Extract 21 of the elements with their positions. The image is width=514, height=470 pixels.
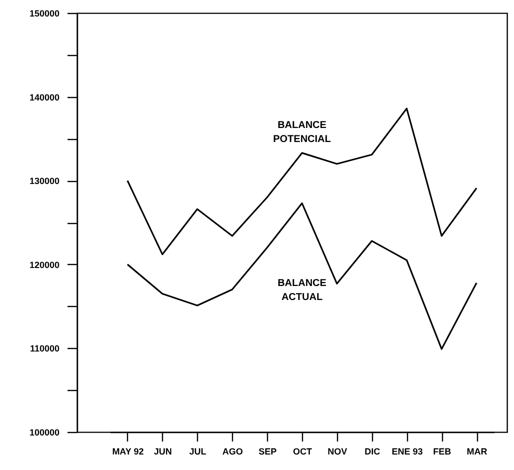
x-tick-label: DIC	[364, 446, 381, 456]
x-tick-label: ENE 93	[392, 446, 423, 456]
x-tick-label: JUN	[154, 446, 172, 456]
x-tick-label: NOV	[328, 446, 348, 456]
line-series	[126, 108, 478, 256]
y-tick-label: 130000	[29, 176, 60, 186]
y-tick-label: 100000	[29, 428, 60, 438]
x-tick-label: JUL	[189, 446, 207, 456]
line-series	[126, 202, 478, 350]
x-tick-label: OCT	[293, 446, 312, 456]
x-tick-label: AGO	[222, 446, 243, 456]
x-tick-label: SEP	[258, 446, 277, 456]
series-label: BALANCE ACTUAL	[278, 278, 327, 304]
y-tick-label: 140000	[29, 92, 60, 102]
series-label: BALANCE POTENCIAL	[273, 120, 331, 145]
y-tick-label: 120000	[29, 260, 60, 270]
x-tick-label: MAY 92	[112, 446, 144, 456]
y-tick-label: 110000	[30, 344, 60, 354]
x-tick-label: FEB	[433, 446, 452, 456]
y-tick-label: 150000	[29, 8, 60, 18]
x-tick-label: MAR	[466, 446, 488, 456]
